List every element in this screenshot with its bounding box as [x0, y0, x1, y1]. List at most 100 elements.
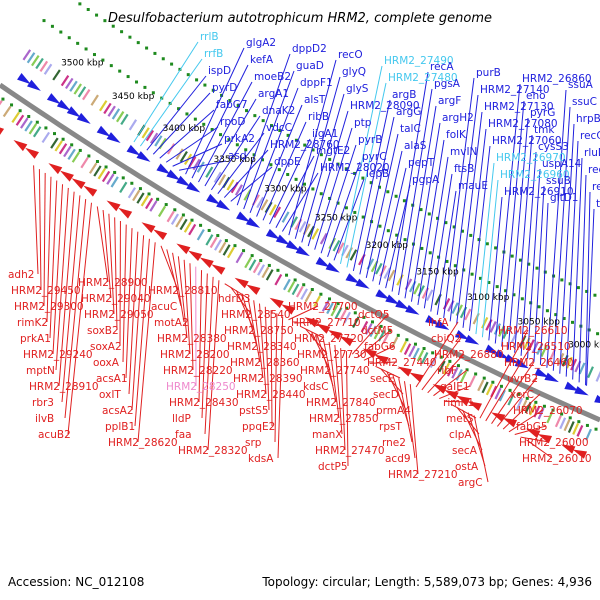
reverse-gene-label: HRM2_28220 [163, 365, 233, 377]
reverse-gene-label: HRM2_26010 [522, 453, 592, 465]
forward-label-line [243, 70, 295, 210]
forward-feature [66, 106, 81, 118]
reverse-gene-label: acuC [151, 301, 177, 313]
gc-skew-bar [20, 117, 29, 129]
reverse-gene-label: soxA2 [90, 341, 122, 353]
gc-skew-bar [425, 289, 434, 302]
forward-gene-label: ptp [354, 117, 372, 129]
tick-mark [164, 203, 168, 207]
gc-skew-bar [481, 316, 489, 329]
tick-mark [261, 158, 265, 162]
forward-label-line [449, 94, 479, 322]
reverse-gene-label: argC [458, 477, 483, 489]
tick-mark [319, 192, 323, 196]
tick-mark [245, 109, 249, 113]
tick-mark [269, 124, 273, 128]
tick-mark [156, 197, 160, 201]
forward-label-line [417, 139, 445, 306]
reverse-gene-label: dctM5 [361, 325, 393, 337]
gc-skew-bar [50, 137, 59, 149]
tick-mark [95, 13, 99, 17]
forward-label-line [249, 87, 299, 213]
gc-skew-bar [0, 100, 3, 106]
tick-mark [485, 242, 489, 246]
reverse-gene-label: metS [446, 413, 474, 425]
gc-skew-bar [502, 327, 510, 339]
forward-label-line [346, 82, 387, 268]
reverse-label-line [183, 259, 191, 355]
tick-mark [336, 302, 340, 306]
tick-mark [87, 154, 91, 158]
gc-skew-bar [578, 362, 586, 375]
tick-mark [518, 258, 522, 262]
tick-mark [111, 24, 115, 28]
reverse-label-line [351, 313, 389, 355]
forward-label-line [585, 191, 591, 386]
forward-gene-label: tmk [534, 124, 555, 136]
forward-gene-label: HRM2_27060 [492, 135, 562, 147]
reverse-feature [432, 384, 448, 394]
tick-mark [286, 173, 290, 177]
tick-mark [195, 78, 199, 82]
forward-label-line [475, 162, 495, 335]
gc-skew-bar [408, 345, 416, 358]
gc-skew-bar [209, 236, 218, 249]
reverse-feature [537, 433, 553, 444]
forward-label-line [462, 128, 487, 328]
gc-skew-bar [226, 179, 235, 191]
gc-skew-bar [382, 332, 390, 344]
tick-mark [259, 259, 263, 263]
tick-mark [386, 190, 390, 194]
tick-mark [470, 272, 474, 276]
tick-mark [44, 126, 48, 130]
reverse-feature [281, 304, 296, 315]
tick-mark [95, 160, 99, 164]
reverse-label-line [398, 378, 413, 443]
tick-mark [403, 238, 407, 242]
gc-skew-bar [192, 158, 201, 171]
reverse-label-line [502, 393, 541, 430]
tick-mark [353, 210, 357, 214]
forward-feature [156, 163, 171, 175]
reverse-gene-label: HRM2_28900 [78, 277, 148, 289]
tick-mark [153, 51, 157, 55]
reverse-label-line [128, 231, 139, 395]
reverse-gene-label: secA [452, 445, 478, 457]
gc-skew-bar [157, 205, 167, 218]
reverse-gene-label: HRM2_28430 [169, 397, 239, 409]
tick-mark [128, 35, 132, 39]
gc-skew-bar [273, 206, 282, 219]
gc-skew-bar [464, 308, 472, 321]
gc-skew-bar [540, 345, 548, 357]
forward-label-line [378, 167, 407, 285]
reverse-label-line [207, 280, 220, 451]
forward-feature [425, 314, 440, 325]
forward-feature [564, 381, 579, 392]
reverse-label-line [340, 348, 346, 451]
tick-mark [413, 342, 417, 346]
reverse-label-line [33, 165, 39, 275]
reverse-gene-label: motA2 [154, 317, 189, 329]
forward-feature [295, 245, 310, 257]
forward-label-line [559, 123, 575, 374]
reverse-feature [118, 207, 133, 219]
tick-mark [311, 187, 315, 191]
forward-label-line [262, 121, 307, 221]
reverse-label-line [473, 415, 489, 483]
tick-mark [293, 278, 297, 282]
forward-label-line [430, 173, 453, 312]
tick-mark [70, 143, 74, 147]
reverse-label-line [439, 385, 471, 400]
reverse-label-line [137, 242, 156, 443]
tick-mark [477, 238, 481, 242]
reverse-label-line [172, 252, 185, 323]
tick-mark [18, 109, 22, 113]
forward-label-line [333, 178, 365, 261]
tick-mark [84, 47, 88, 51]
gc-skew-bar [455, 369, 463, 381]
gc-skew-bar [58, 143, 68, 155]
reverse-label-line [322, 338, 337, 403]
reverse-feature [153, 229, 168, 241]
forward-feature [176, 175, 191, 187]
forward-label-line [520, 151, 537, 356]
